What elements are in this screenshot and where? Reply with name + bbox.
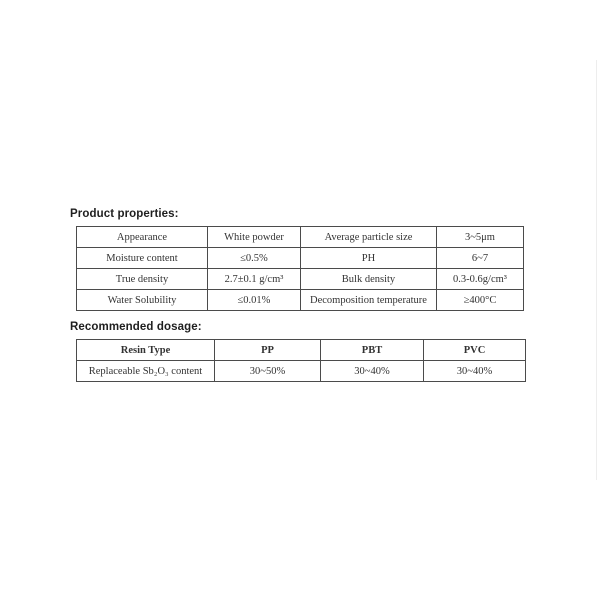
dosage-label-cell: Replaceable Sb₂O₃ content: [76, 360, 215, 382]
table-row: Water Solubility ≤0.01% Decomposition te…: [76, 289, 524, 311]
dosage-header-cell: PVC: [423, 339, 526, 361]
property-value-cell: 0.3-0.6g/cm³: [436, 268, 524, 290]
property-value-cell: ≤0.5%: [207, 247, 301, 269]
property-value-cell: ≥400°C: [436, 289, 524, 311]
table-header-row: Resin Type PP PBT PVC: [76, 339, 526, 361]
property-label-cell: Bulk density: [300, 268, 437, 290]
property-value-cell: 2.7±0.1 g/cm³: [207, 268, 301, 290]
product-properties-table: Appearance White powder Average particle…: [76, 226, 524, 311]
dosage-value-cell: 30~50%: [214, 360, 321, 382]
property-label-cell: Moisture content: [76, 247, 208, 269]
property-value-cell: White powder: [207, 226, 301, 248]
table-row: Moisture content ≤0.5% PH 6~7: [76, 247, 524, 269]
property-value-cell: ≤0.01%: [207, 289, 301, 311]
dosage-header-cell: Resin Type: [76, 339, 215, 361]
product-properties-heading: Product properties:: [70, 208, 179, 220]
property-value-cell: 6~7: [436, 247, 524, 269]
property-label-cell: Water Solubility: [76, 289, 208, 311]
property-label-cell: Average particle size: [300, 226, 437, 248]
property-label-cell: PH: [300, 247, 437, 269]
scan-edge-artifact: [596, 60, 597, 480]
table-row: True density 2.7±0.1 g/cm³ Bulk density …: [76, 268, 524, 290]
table-row: Replaceable Sb₂O₃ content 30~50% 30~40% …: [76, 360, 526, 382]
table-row: Appearance White powder Average particle…: [76, 226, 524, 248]
property-label-cell: Decomposition temperature: [300, 289, 437, 311]
dosage-value-cell: 30~40%: [423, 360, 526, 382]
property-label-cell: True density: [76, 268, 208, 290]
recommended-dosage-table: Resin Type PP PBT PVC Replaceable Sb₂O₃ …: [76, 339, 526, 382]
dosage-value-cell: 30~40%: [320, 360, 424, 382]
property-label-cell: Appearance: [76, 226, 208, 248]
recommended-dosage-heading: Recommended dosage:: [70, 321, 202, 333]
property-value-cell: 3~5μm: [436, 226, 524, 248]
dosage-header-cell: PBT: [320, 339, 424, 361]
dosage-header-cell: PP: [214, 339, 321, 361]
